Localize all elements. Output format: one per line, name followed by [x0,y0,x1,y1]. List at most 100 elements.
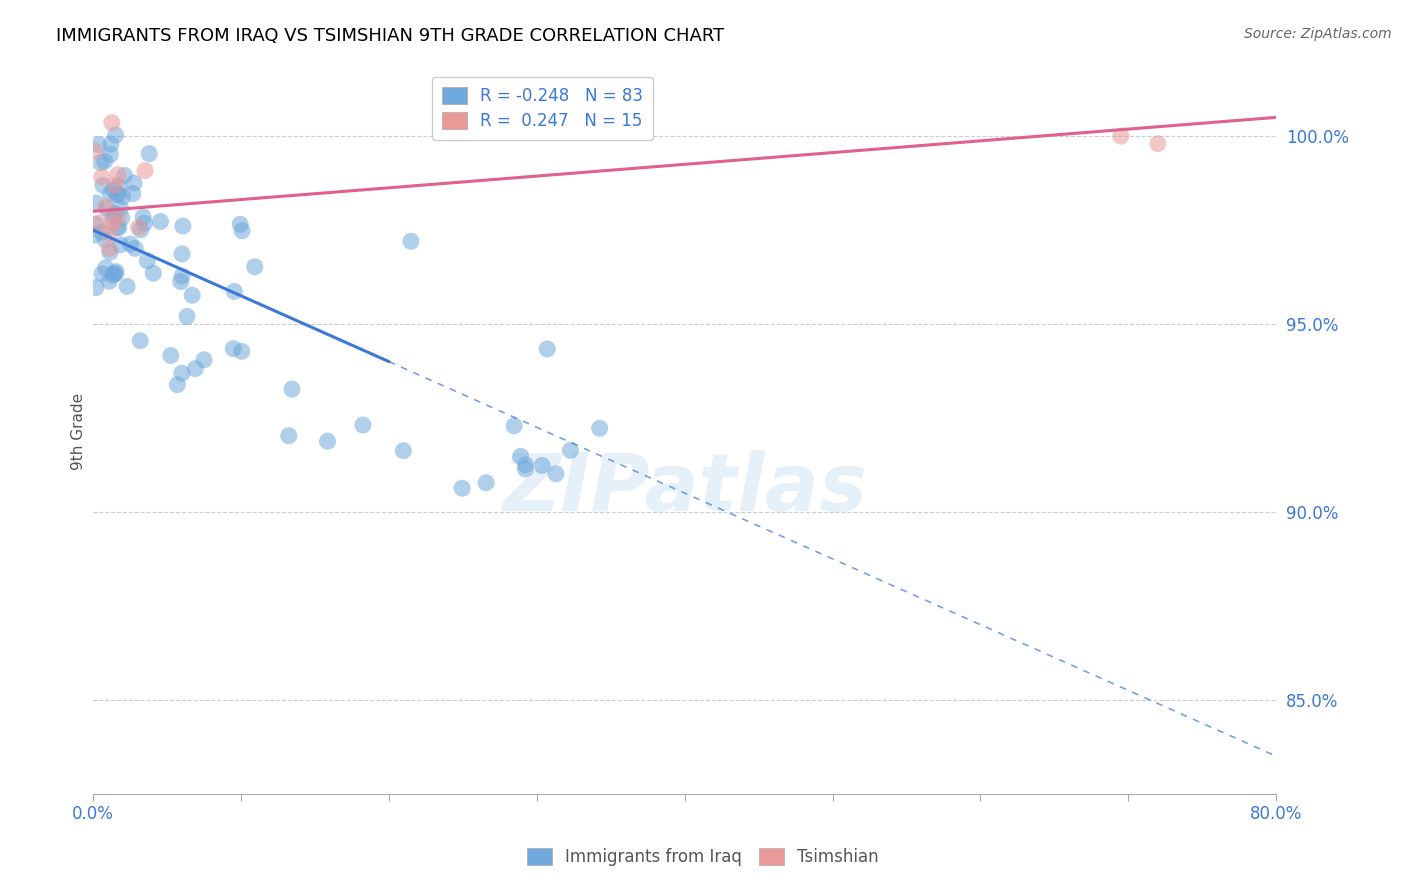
Point [170,367,193,381]
Point [544,467,567,481]
Point [104,178,127,193]
Point [105,187,128,202]
Point [503,418,526,433]
Point [181,288,204,302]
Point [101,211,124,225]
Point [115,279,138,293]
Text: ZIPatlas: ZIPatlas [502,450,868,528]
Point [224,285,246,299]
Point [277,428,299,442]
Point [531,458,554,473]
Point [91,178,114,193]
Point [110,237,132,252]
Point [509,450,531,464]
Point [159,349,181,363]
Point [142,266,165,280]
Point [107,220,129,235]
Point [399,234,422,248]
Point [94,233,117,247]
Point [83,227,105,242]
Y-axis label: 9th Grade: 9th Grade [72,392,86,470]
Point [96,202,118,216]
Point [129,223,152,237]
Point [87,137,110,152]
Point [103,182,125,196]
Point [170,275,193,289]
Point [231,224,253,238]
Point [103,267,125,281]
Point [132,210,155,224]
Point [134,216,156,230]
Text: Source: ZipAtlas.com: Source: ZipAtlas.com [1244,27,1392,41]
Point [91,267,114,281]
Point [84,217,107,231]
Point [122,176,145,190]
Point [129,334,152,348]
Point [100,136,122,151]
Point [536,342,558,356]
Point [101,115,124,129]
Point [560,443,582,458]
Point [101,216,124,230]
Point [110,201,132,215]
Point [108,179,131,194]
Point [89,216,111,230]
Point [170,268,193,283]
Point [94,200,117,214]
Point [120,237,142,252]
Point [84,196,107,211]
Point [104,128,127,142]
Point [589,421,612,435]
Point [136,253,159,268]
Point [392,443,415,458]
Text: IMMIGRANTS FROM IRAQ VS TSIMSHIAN 9TH GRADE CORRELATION CHART: IMMIGRANTS FROM IRAQ VS TSIMSHIAN 9TH GR… [56,27,724,45]
Point [352,417,374,432]
Point [515,458,537,472]
Legend: Immigrants from Iraq, Tsimshian: Immigrants from Iraq, Tsimshian [519,840,887,875]
Point [121,186,143,201]
Point [93,154,115,169]
Point [222,342,245,356]
Point [1146,136,1168,151]
Point [128,220,150,235]
Point [166,377,188,392]
Point [231,344,253,359]
Point [98,242,121,256]
Point [90,225,112,239]
Point [184,361,207,376]
Point [475,475,498,490]
Point [98,274,121,288]
Point [193,352,215,367]
Point [100,147,122,161]
Point [134,163,156,178]
Point [90,169,112,184]
Point [103,206,125,220]
Point [90,155,112,169]
Point [515,462,537,476]
Point [83,144,105,158]
Point [84,280,107,294]
Point [124,241,146,255]
Point [94,260,117,275]
Point [107,187,129,202]
Point [105,220,128,235]
Point [243,260,266,274]
Point [176,310,198,324]
Point [98,245,121,260]
Point [111,189,134,203]
Point [172,219,194,233]
Point [138,146,160,161]
Point [1109,129,1132,144]
Legend: R = -0.248   N = 83, R =  0.247   N = 15: R = -0.248 N = 83, R = 0.247 N = 15 [432,77,654,140]
Point [104,264,127,278]
Point [107,168,129,182]
Point [114,169,136,183]
Point [229,217,252,231]
Point [101,268,124,283]
Point [281,382,304,396]
Point [98,186,121,201]
Point [149,214,172,228]
Point [107,211,129,226]
Point [111,211,134,225]
Point [98,226,121,240]
